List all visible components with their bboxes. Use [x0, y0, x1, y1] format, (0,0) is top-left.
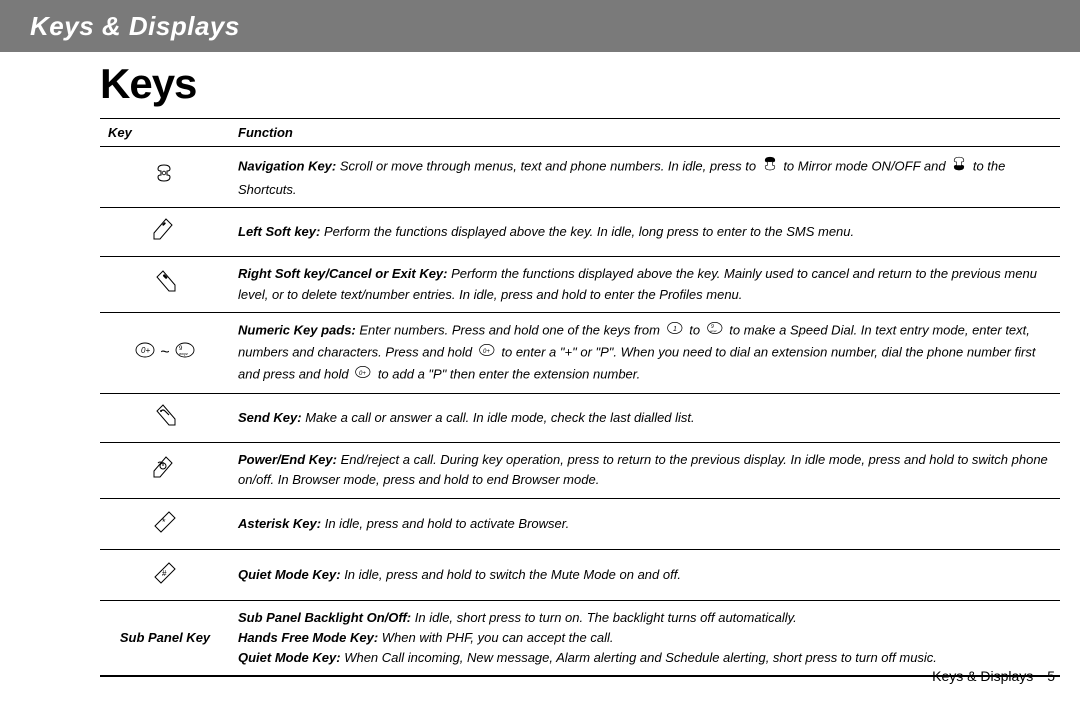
- key-1-icon: 1: [666, 320, 684, 342]
- header-bar: Keys & Displays: [0, 0, 1080, 52]
- key-cell: 0+ ~ 9wxyz: [100, 312, 230, 393]
- header-title: Keys & Displays: [30, 11, 240, 42]
- sub-panel-label: Sub Panel Key: [120, 630, 210, 645]
- table-row: Power/End Key: End/reject a call. During…: [100, 443, 1060, 498]
- section-title: Keys: [100, 60, 1080, 108]
- footer-page: 5: [1047, 668, 1055, 684]
- col-header-key: Key: [100, 119, 230, 147]
- key-9-icon: 9wxyz: [174, 340, 196, 366]
- svg-text:wxyz: wxyz: [179, 351, 188, 356]
- row-bold: Right Soft key/Cancel or Exit Key:: [238, 266, 448, 281]
- power-key-icon: [152, 453, 178, 487]
- svg-text:0+: 0+: [141, 346, 150, 355]
- key-cell: [100, 443, 230, 498]
- row-text: End/reject a call. During key operation,…: [238, 452, 1048, 487]
- left-soft-icon: [152, 215, 178, 249]
- footer-label: Keys & Displays: [932, 668, 1033, 684]
- key-cell: [100, 147, 230, 208]
- line-bold: Quiet Mode Key:: [238, 650, 341, 665]
- row-bold: Send Key:: [238, 410, 302, 425]
- function-cell: Sub Panel Backlight On/Off: In idle, sho…: [230, 600, 1060, 676]
- row-bold: Left Soft key:: [238, 224, 320, 239]
- row-text-b: to: [686, 322, 704, 337]
- svg-text:0+: 0+: [483, 349, 490, 355]
- key-0-small-icon: 0+: [478, 342, 496, 364]
- row-text-b: to Mirror mode ON/OFF and: [780, 159, 950, 174]
- right-soft-icon: [151, 267, 179, 301]
- key-0-icon: 0+: [134, 340, 156, 366]
- function-cell: Asterisk Key: In idle, press and hold to…: [230, 498, 1060, 549]
- table-row: Sub Panel Key Sub Panel Backlight On/Off…: [100, 600, 1060, 676]
- page-footer: Keys & Displays 5: [932, 668, 1055, 684]
- key-0-small2-icon: 0+: [354, 364, 372, 386]
- svg-text:wxyz: wxyz: [710, 329, 717, 333]
- key-cell: [100, 257, 230, 312]
- table-row: Send Key: Make a call or answer a call. …: [100, 394, 1060, 443]
- table-row: 0+ ~ 9wxyz Numeric Key pads: Enter numbe…: [100, 312, 1060, 393]
- range-sep: ~: [160, 344, 169, 361]
- svg-text:*: *: [162, 517, 166, 527]
- row-text: In idle, press and hold to switch the Mu…: [341, 567, 681, 582]
- function-cell: Quiet Mode Key: In idle, press and hold …: [230, 549, 1060, 600]
- table-row: # Quiet Mode Key: In idle, press and hol…: [100, 549, 1060, 600]
- row-text-a: Scroll or move through menus, text and p…: [336, 159, 759, 174]
- hash-key-icon: #: [151, 557, 179, 593]
- table-row: Left Soft key: Perform the functions dis…: [100, 208, 1060, 257]
- row-bold: Asterisk Key:: [238, 516, 321, 531]
- send-key-icon: [151, 401, 179, 435]
- row-text-a: Enter numbers. Press and hold one of the…: [356, 322, 664, 337]
- asterisk-key-icon: *: [151, 506, 179, 542]
- row-text: In idle, press and hold to activate Brow…: [321, 516, 569, 531]
- nav-up-icon: [762, 154, 778, 180]
- nav-down-icon: [951, 154, 967, 180]
- line-bold: Sub Panel Backlight On/Off:: [238, 610, 411, 625]
- row-text: Make a call or answer a call. In idle mo…: [302, 410, 695, 425]
- svg-text:0+: 0+: [359, 371, 366, 377]
- function-cell: Navigation Key: Scroll or move through m…: [230, 147, 1060, 208]
- row-bold: Power/End Key:: [238, 452, 337, 467]
- table-row: Navigation Key: Scroll or move through m…: [100, 147, 1060, 208]
- function-cell: Left Soft key: Perform the functions dis…: [230, 208, 1060, 257]
- key-cell: [100, 208, 230, 257]
- table-row: * Asterisk Key: In idle, press and hold …: [100, 498, 1060, 549]
- row-text: Perform the functions displayed above th…: [320, 224, 854, 239]
- line-bold: Hands Free Mode Key:: [238, 630, 378, 645]
- key-cell: Sub Panel Key: [100, 600, 230, 676]
- line-text: When with PHF, you can accept the call.: [378, 630, 613, 645]
- function-cell: Numeric Key pads: Enter numbers. Press a…: [230, 312, 1060, 393]
- row-bold: Quiet Mode Key:: [238, 567, 341, 582]
- function-cell: Right Soft key/Cancel or Exit Key: Perfo…: [230, 257, 1060, 312]
- key-cell: *: [100, 498, 230, 549]
- key-cell: #: [100, 549, 230, 600]
- line-text: When Call incoming, New message, Alarm a…: [341, 650, 937, 665]
- row-bold: Numeric Key pads:: [238, 322, 356, 337]
- table-row: Right Soft key/Cancel or Exit Key: Perfo…: [100, 257, 1060, 312]
- svg-text:1: 1: [673, 326, 677, 333]
- row-text-e: to add a "P" then enter the extension nu…: [374, 367, 640, 382]
- col-header-function: Function: [230, 119, 1060, 147]
- function-cell: Send Key: Make a call or answer a call. …: [230, 394, 1060, 443]
- function-cell: Power/End Key: End/reject a call. During…: [230, 443, 1060, 498]
- key-cell: [100, 394, 230, 443]
- row-bold: Navigation Key:: [238, 159, 336, 174]
- line-text: In idle, short press to turn on. The bac…: [411, 610, 797, 625]
- key-9-small-icon: 9wxyz: [706, 320, 724, 342]
- nav-pad-icon: [154, 161, 176, 193]
- keys-table: Key Function Navigation Key: Scroll or m…: [100, 118, 1060, 677]
- svg-text:#: #: [162, 569, 167, 578]
